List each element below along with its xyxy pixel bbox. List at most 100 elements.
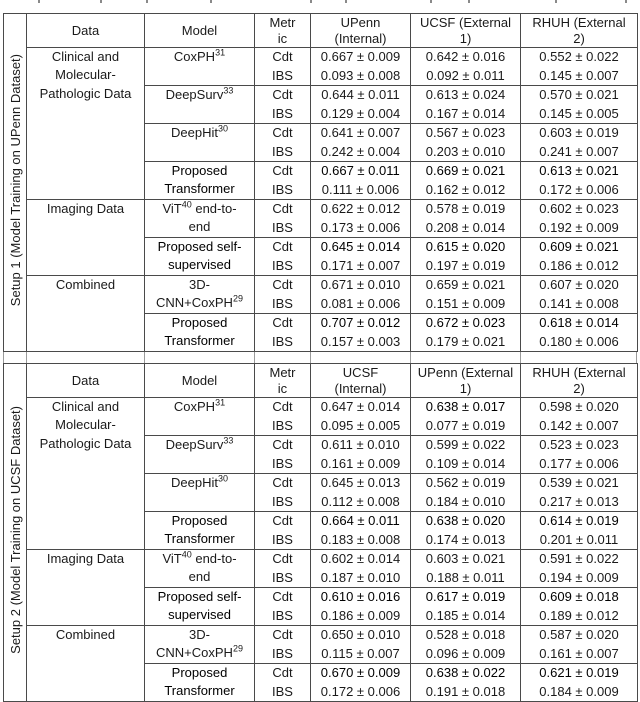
cdt-row: Clinical and Molecular-Pathologic Data Co… — [4, 397, 638, 550]
model-ref-superscript: 40 — [181, 199, 192, 210]
col-header-model: Model — [144, 13, 255, 48]
cdt-row: Proposed self-supervised Cdt 0.645 ± 0.014… — [4, 237, 638, 276]
ibs-row: IBS 0.183 ± 0.008 0.174 ± 0.013 0.201 ± 0.0… — [4, 530, 638, 550]
model-name: Proposed Transformer — [153, 665, 247, 701]
value-cell: 0.188 ± 0.011 — [410, 568, 521, 588]
value-cell: 0.109 ± 0.014 — [410, 454, 521, 474]
value-cell: 0.591 ± 0.022 — [520, 549, 638, 569]
value-cell: 0.151 ± 0.009 — [410, 294, 521, 314]
metric-label-cell: Cdt — [254, 625, 311, 645]
model-name-text: DeepSurv — [165, 437, 224, 452]
value-cell: 0.184 ± 0.009 — [520, 682, 638, 702]
value-cell: 0.618 ± 0.014 — [520, 313, 638, 333]
value-cell: 0.645 ± 0.014 — [310, 237, 411, 257]
value-cell: 0.645 ± 0.013 — [310, 473, 411, 493]
value-cell: 0.567 ± 0.023 — [410, 123, 521, 143]
data-group-cell: Combined — [26, 275, 145, 352]
value-cell: 0.603 ± 0.019 — [520, 123, 638, 143]
metric-label-cell: IBS — [254, 530, 311, 550]
cdt-row: DeepHit30 Cdt 0.641 ± 0.007 0.567 ± 0.023 0.… — [4, 123, 638, 162]
metric-label-cell: IBS — [254, 142, 311, 162]
model-name-text: DeepHit — [171, 125, 218, 140]
value-cell: 0.523 ± 0.023 — [520, 435, 638, 455]
value-cell: 0.610 ± 0.016 — [310, 587, 411, 607]
value-cell: 0.095 ± 0.005 — [310, 416, 411, 436]
data-group-cell: Clinical and Molecular-Pathologic Data — [26, 47, 145, 200]
model-name-text: DeepHit — [171, 475, 218, 490]
model-name: 3D-CNN+CoxPH29 — [153, 277, 247, 313]
model-name-cell: 3D-CNN+CoxPH29 — [144, 275, 255, 314]
value-cell: 0.638 ± 0.020 — [410, 511, 521, 531]
ibs-row: IBS 0.171 ± 0.007 0.197 ± 0.019 0.186 ± 0.0… — [4, 256, 638, 276]
col-header-external2: RHUH (External 2) — [520, 363, 638, 398]
data-group-cell: Imaging Data — [26, 549, 145, 626]
model-ref-superscript: 31 — [215, 47, 226, 58]
artifact-dash — [625, 0, 627, 3]
value-cell: 0.609 ± 0.021 — [520, 237, 638, 257]
model-name-cell: Proposed Transformer — [144, 161, 255, 200]
model-name-text: 3D-CNN+CoxPH — [156, 627, 233, 661]
cdt-row: Combined 3D-CNN+CoxPH29 Cdt 0.650 ± 0.010 0.… — [4, 625, 638, 702]
model-ref-superscript: 31 — [215, 397, 226, 408]
value-cell: 0.570 ± 0.021 — [520, 85, 638, 105]
value-cell: 0.145 ± 0.007 — [520, 66, 638, 86]
metric-label-cell: IBS — [254, 644, 311, 664]
value-cell: 0.602 ± 0.014 — [310, 549, 411, 569]
metric-label-cell: Cdt — [254, 435, 311, 455]
model-name-text: ViT — [162, 201, 182, 216]
artifact-dash — [210, 0, 212, 3]
model-name-cell: CoxPH31 — [144, 397, 255, 436]
metric-label-cell: Cdt — [254, 47, 311, 67]
value-cell: 0.129 ± 0.004 — [310, 104, 411, 124]
artifact-grid-line — [520, 352, 521, 363]
value-cell: 0.552 ± 0.022 — [520, 47, 638, 67]
model-name-text: Proposed self-supervised — [157, 589, 242, 623]
model-name: CoxPH31 — [174, 47, 226, 67]
value-cell: 0.242 ± 0.004 — [310, 142, 411, 162]
artifact-grid-line — [410, 352, 411, 363]
model-name-cell: DeepSurv33 — [144, 435, 255, 474]
table-gap-artifact — [0, 352, 640, 363]
model-name-cell: CoxPH31 — [144, 47, 255, 86]
cdt-row: Proposed Transformer Cdt 0.664 ± 0.011 0.63… — [4, 511, 638, 550]
metric-label-cell: IBS — [254, 294, 311, 314]
cdt-row: Imaging Data ViT40 end-to-end Cdt 0.602 ± 0… — [4, 549, 638, 626]
setup-label: Setup 2 (Model Training on UCSF Dataset) — [7, 405, 23, 654]
col-header-internal: UPenn (Internal) — [310, 13, 411, 48]
value-cell: 0.562 ± 0.019 — [410, 473, 521, 493]
model-name-text: Proposed Transformer — [164, 163, 235, 197]
value-cell: 0.092 ± 0.011 — [410, 66, 521, 86]
metric-label-cell: Cdt — [254, 397, 311, 417]
model-ref-superscript: 40 — [181, 549, 192, 560]
metric-label-cell: IBS — [254, 416, 311, 436]
metric-label-cell: Cdt — [254, 313, 311, 333]
model-name-cell: Proposed Transformer — [144, 511, 255, 550]
value-cell: 0.602 ± 0.023 — [520, 199, 638, 219]
value-cell: 0.194 ± 0.009 — [520, 568, 638, 588]
model-ref-superscript: 30 — [217, 123, 228, 134]
value-cell: 0.578 ± 0.019 — [410, 199, 521, 219]
value-cell: 0.217 ± 0.013 — [520, 492, 638, 512]
value-cell: 0.189 ± 0.012 — [520, 606, 638, 626]
metric-label-cell: Cdt — [254, 549, 311, 569]
model-name-text: Proposed Transformer — [164, 665, 235, 699]
cdt-row: DeepSurv33 Cdt 0.644 ± 0.011 0.613 ± 0.024 0… — [4, 85, 638, 124]
artifact-grid-line — [310, 352, 311, 363]
metric-label-cell: IBS — [254, 66, 311, 86]
model-name-text: Proposed Transformer — [164, 513, 235, 547]
col-header-model: Model — [144, 363, 255, 398]
value-cell: 0.142 ± 0.007 — [520, 416, 638, 436]
ibs-row: IBS 0.095 ± 0.005 0.077 ± 0.019 0.142 ± 0.0… — [4, 416, 638, 436]
value-cell: 0.641 ± 0.007 — [310, 123, 411, 143]
model-name-cell: DeepHit30 — [144, 473, 255, 512]
ibs-row: IBS 0.081 ± 0.006 0.151 ± 0.009 0.141 ± 0.0… — [4, 294, 638, 314]
artifact-dash — [38, 0, 40, 3]
col-header-data: Data — [26, 363, 145, 398]
model-ref-superscript: 30 — [217, 473, 228, 484]
value-cell: 0.613 ± 0.021 — [520, 161, 638, 181]
value-cell: 0.093 ± 0.008 — [310, 66, 411, 86]
metric-label-cell: Cdt — [254, 473, 311, 493]
header-row: Setup 2 (Model Training on UCSF Dataset)… — [3, 363, 638, 702]
artifact-dash — [468, 0, 470, 3]
setup-label-cell: Setup 2 (Model Training on UCSF Dataset) — [3, 363, 27, 702]
